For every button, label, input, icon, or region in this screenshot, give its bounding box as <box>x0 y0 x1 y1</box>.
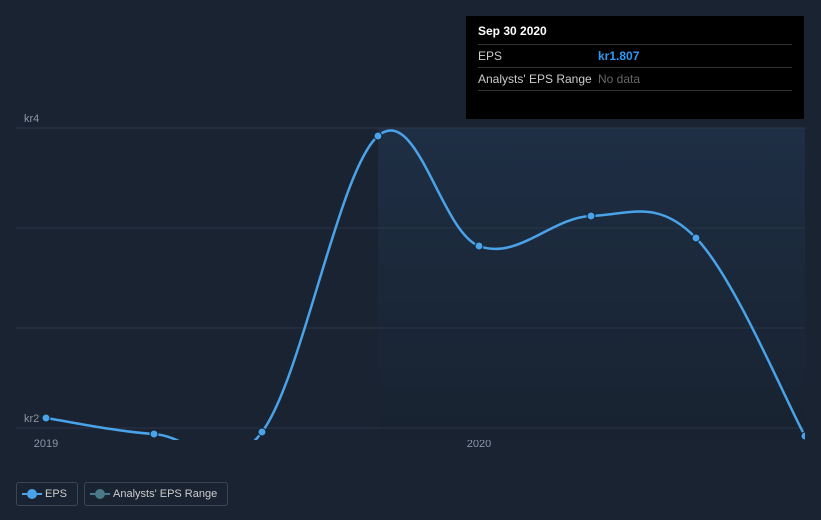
tooltip-date: Sep 30 2020 <box>478 24 792 45</box>
tooltip-value: No data <box>598 72 640 86</box>
chart-legend: EPS Analysts' EPS Range <box>16 482 228 506</box>
tooltip-label: EPS <box>478 49 598 63</box>
tooltip-value: kr1.807 <box>598 49 639 63</box>
legend-label: EPS <box>45 488 67 500</box>
legend-item-analysts-range[interactable]: Analysts' EPS Range <box>84 482 228 506</box>
chart-svg <box>16 120 805 440</box>
legend-marker-icon <box>27 489 37 499</box>
eps-chart[interactable]: kr4 kr2 Actual 2019 2020 <box>16 120 805 440</box>
tooltip-label: Analysts' EPS Range <box>478 72 598 86</box>
legend-marker-icon <box>95 489 105 499</box>
legend-label: Analysts' EPS Range <box>113 488 217 500</box>
tooltip-row: EPS kr1.807 <box>478 45 792 68</box>
tooltip-row: Analysts' EPS Range No data <box>478 68 792 91</box>
legend-item-eps[interactable]: EPS <box>16 482 78 506</box>
chart-tooltip: Sep 30 2020 EPS kr1.807 Analysts' EPS Ra… <box>466 16 804 119</box>
